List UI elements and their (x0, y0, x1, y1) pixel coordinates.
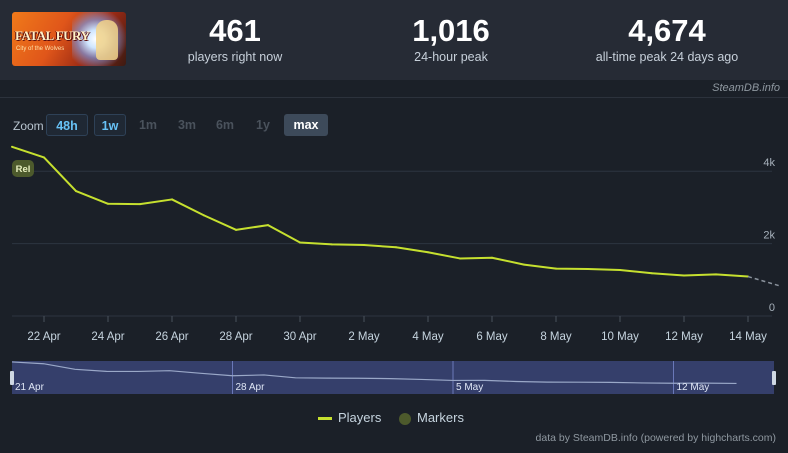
players-data-point[interactable] (619, 269, 621, 272)
navigator-left-handle[interactable] (10, 371, 14, 385)
game-capsule-image[interactable]: FATAL FURY City of the Wolves (12, 12, 126, 66)
legend-players-label: Players (338, 410, 382, 425)
navigator-date-label: 28 Apr (236, 382, 266, 393)
x-tick-label: 8 May (540, 331, 572, 343)
players-data-point[interactable] (235, 228, 237, 231)
players-data-point[interactable] (11, 145, 13, 148)
zoom-1w-button[interactable]: 1w (94, 114, 126, 136)
capsule-subtitle: City of the Wolves (16, 46, 65, 52)
players-data-point[interactable] (523, 263, 525, 266)
current-players-stat: 461 players right now (135, 13, 335, 65)
x-tick-label: 12 May (665, 331, 703, 343)
markers-dot-swatch (399, 412, 411, 425)
all-time-peak-value: 4,674 (628, 13, 706, 48)
x-tick-label: 30 Apr (283, 331, 316, 343)
x-tick-label: 24 Apr (91, 331, 124, 343)
players-series-line[interactable] (11, 145, 749, 278)
x-tick-label: 28 Apr (219, 331, 252, 343)
stats-header: FATAL FURY City of the Wolves 461 player… (0, 0, 788, 80)
zoom-3m-button[interactable]: 3m (177, 118, 197, 132)
players-data-point[interactable] (427, 251, 429, 254)
navigator-date-label: 5 May (456, 382, 483, 393)
divider (0, 97, 788, 98)
peak-24h-stat: 1,016 24-hour peak (351, 13, 551, 65)
players-data-point[interactable] (491, 256, 493, 259)
peak-24h-label: 24-hour peak (414, 50, 488, 64)
zoom-max-button[interactable]: max (284, 114, 328, 136)
chart-footer-credit[interactable]: data by SteamDB.info (powered by highcha… (535, 432, 776, 444)
all-time-peak-stat: 4,674 all-time peak 24 days ago (567, 13, 767, 65)
projection-line (747, 275, 781, 287)
players-data-point[interactable] (555, 267, 557, 270)
players-data-point[interactable] (683, 274, 685, 277)
all-time-peak-label: all-time peak 24 days ago (595, 50, 739, 64)
character-art (96, 20, 118, 60)
x-tick-label: 2 May (348, 331, 380, 343)
legend-item-markers[interactable]: Markers (399, 410, 464, 425)
x-tick-label: 26 Apr (155, 331, 188, 343)
players-data-point[interactable] (651, 272, 653, 275)
zoom-1y-button[interactable]: 1y (256, 118, 270, 132)
players-data-point[interactable] (395, 246, 397, 249)
steamdb-credit[interactable]: SteamDB.info (712, 82, 780, 94)
legend-item-players[interactable]: Players (318, 410, 381, 425)
navigator-series-line (11, 361, 737, 385)
zoom-1m-button[interactable]: 1m (138, 118, 158, 132)
players-data-point[interactable] (715, 273, 717, 276)
players-data-point[interactable] (139, 203, 141, 206)
x-tick-label: 6 May (476, 331, 508, 343)
players-data-point[interactable] (363, 244, 365, 247)
players-data-point[interactable] (267, 224, 269, 227)
release-marker[interactable] (12, 160, 34, 177)
players-data-point[interactable] (587, 267, 589, 270)
peak-24h-value: 1,016 (412, 13, 490, 48)
players-data-point[interactable] (299, 241, 301, 244)
navigator-range[interactable] (12, 361, 774, 394)
players-data-point[interactable] (107, 202, 109, 205)
navigator-date-label: 21 Apr (15, 382, 45, 393)
players-data-point[interactable] (459, 257, 461, 260)
y-tick-label: 4k (763, 157, 775, 169)
players-data-point[interactable] (43, 156, 45, 159)
x-tick-label: 14 May (729, 331, 767, 343)
players-data-point[interactable] (203, 214, 205, 217)
x-tick-label: 4 May (412, 331, 444, 343)
legend-markers-label: Markers (417, 410, 464, 425)
release-marker-label: Rel (16, 164, 31, 175)
capsule-title: FATAL FURY (15, 28, 90, 43)
x-tick-label: 22 Apr (27, 331, 60, 343)
navigator-date-label: 12 May (677, 382, 710, 393)
x-tick-label: 10 May (601, 331, 639, 343)
zoom-48h-button[interactable]: 48h (46, 114, 88, 136)
y-tick-label: 0 (769, 302, 775, 314)
players-line-swatch (318, 417, 332, 421)
players-data-point[interactable] (331, 243, 333, 246)
players-data-point[interactable] (75, 190, 77, 193)
navigator-right-handle[interactable] (772, 371, 776, 385)
zoom-6m-button[interactable]: 6m (215, 118, 235, 132)
players-data-point[interactable] (171, 198, 173, 201)
current-players-label: players right now (187, 50, 283, 64)
zoom-label: Zoom (13, 119, 44, 133)
current-players-value: 461 (209, 13, 261, 48)
y-tick-label: 2k (763, 230, 775, 242)
